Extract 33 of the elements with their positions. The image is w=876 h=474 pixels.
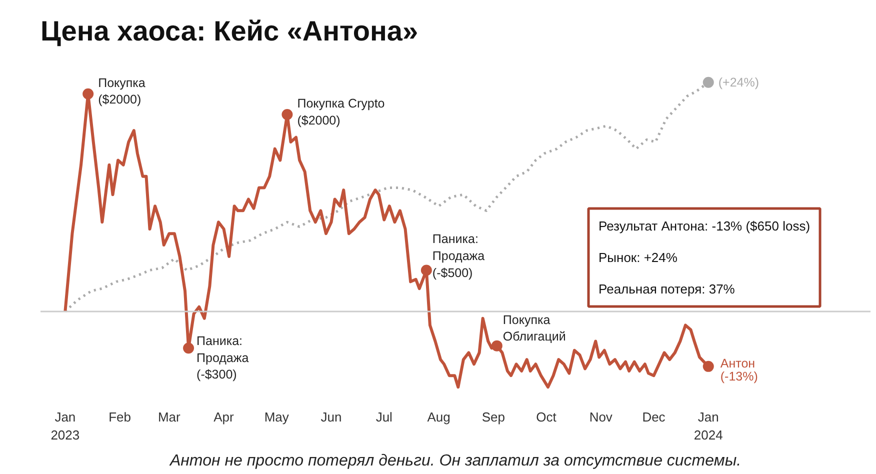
x-tick-label: Sep: [482, 410, 505, 424]
point: [282, 108, 293, 120]
annotation: Паника: Продажа (-$500): [432, 232, 485, 280]
x-tick-label: Apr: [214, 410, 235, 424]
x-tick-label: Aug: [427, 410, 450, 424]
annotation: Результат Антона: -13% ($650 loss): [598, 218, 810, 234]
point: [702, 76, 714, 88]
annotation: Покупка Crypto ($2000): [297, 96, 385, 128]
point: [82, 88, 94, 100]
chart-title: Цена хаоса: Кейс «Антона»: [40, 16, 418, 46]
x-tick-label: Jan 2023: [50, 410, 80, 442]
annotation: (-13%): [720, 369, 758, 384]
series-label: Антон: [720, 356, 756, 370]
x-tick-label: Mar: [158, 410, 182, 424]
x-tick-label: Jun: [320, 410, 342, 424]
annotation: Рынок: +24%: [598, 250, 678, 265]
point: [420, 264, 432, 276]
x-tick-label: May: [264, 410, 290, 424]
x-tick-label: Nov: [589, 410, 613, 424]
x-tick-label: Dec: [642, 410, 666, 424]
annotation: Покупка ($2000): [98, 76, 146, 107]
annotation: Реальная потеря: 37%: [598, 282, 736, 296]
x-tick-label: Feb: [108, 410, 132, 424]
text: Антон не просто потерял деньги. Он заплатил за отсутствие системы.: [168, 452, 742, 470]
point: [491, 340, 502, 352]
x-tick-label: Oct: [536, 410, 557, 424]
annotation: Покупка Облигаций: [502, 312, 566, 344]
annotation: (+24%): [718, 75, 760, 90]
point: [702, 360, 714, 372]
annotation: Паника: Продажа (-$300): [196, 334, 249, 382]
x-tick-label: Jul: [376, 410, 393, 424]
point: [183, 342, 194, 354]
x-tick-label: Jan 2024: [694, 410, 723, 442]
